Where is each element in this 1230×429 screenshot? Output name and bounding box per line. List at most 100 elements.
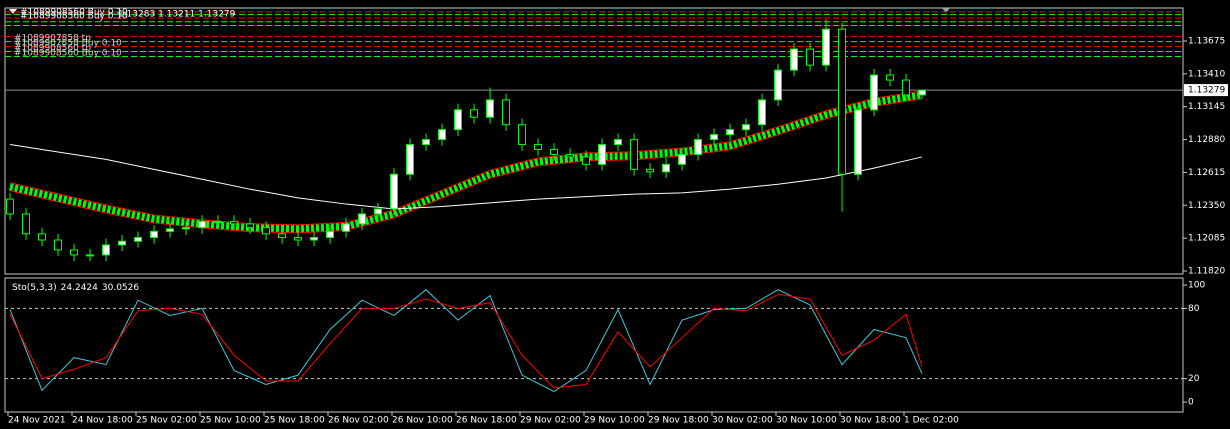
candle-body [614, 139, 622, 146]
candle-body [278, 233, 286, 239]
x-tick-label: 24 Nov 18:00 [72, 416, 133, 426]
x-tick-label: 25 Nov 10:00 [200, 416, 261, 426]
candle-body [6, 198, 14, 215]
header: #1089908560 Buy 0.10 [20, 8, 128, 18]
candle-body [886, 74, 894, 81]
candle-body [758, 99, 766, 126]
candle-body [38, 233, 46, 241]
candle-body [198, 220, 206, 229]
x-tick-label: 26 Nov 02:00 [328, 416, 389, 426]
price-tag-label: 1.13279 [1188, 86, 1225, 96]
candle-body [806, 48, 814, 66]
y-tick-label: 1.12880 [1188, 135, 1225, 145]
candle-body [774, 69, 782, 101]
quote: 1.13283 1.13211 1.13279 [118, 10, 236, 20]
stochastic-line [9, 293, 923, 389]
x-tick-label: 25 Nov 02:00 [136, 416, 197, 426]
x-tick-label: 25 Nov 18:00 [264, 416, 325, 426]
candle-body [534, 144, 542, 150]
candle-body [918, 89, 926, 96]
candle-body [550, 148, 558, 155]
candle-body [262, 227, 270, 235]
candle-body [342, 223, 350, 232]
indicator-value: 30.0526 [102, 283, 139, 293]
y-tick-label: 1.11820 [1188, 267, 1225, 277]
candle-body [166, 228, 174, 232]
x-tick-label: 26 Nov 18:00 [456, 416, 517, 426]
x-tick-label: 1 Dec 02:00 [904, 416, 959, 426]
header-overlap: #1089908560 Buy 0.10 [20, 12, 128, 22]
y-tick-label: 1.12085 [1188, 234, 1225, 244]
candle-body [646, 168, 654, 173]
candle-body [838, 28, 846, 175]
candle-body [582, 156, 590, 165]
candle-body [518, 124, 526, 146]
candle-body [486, 99, 494, 118]
order-label: #1089907858 Buy 0.10 [14, 39, 122, 49]
candle-body [822, 28, 830, 66]
candle-body [726, 129, 734, 136]
candle-body [422, 139, 430, 146]
candle-body [326, 230, 334, 239]
candle-body [902, 79, 910, 96]
x-tick-label: 24 Nov 2021 [8, 416, 66, 426]
order-label: #1089908560 tp [14, 44, 91, 54]
candle-body [70, 249, 78, 256]
candle-body [358, 213, 366, 225]
candle-body [374, 208, 382, 215]
candle-body [294, 237, 302, 241]
ribbon-fill [9, 90, 923, 233]
candle-body [662, 163, 670, 173]
candle-body [566, 153, 574, 158]
x-tick-label: 30 Nov 02:00 [712, 416, 773, 426]
y-tick-label: 1.13410 [1188, 69, 1225, 79]
y-tick-label: 1.13675 [1188, 36, 1225, 46]
shift-marker[interactable] [942, 8, 950, 13]
order-label: #1089908560 Buy 0.10 [14, 49, 122, 59]
y-tick-label: 20 [1188, 374, 1200, 384]
indicator-title: Sto(5,3,3) 24.2424 30.0526 [12, 283, 139, 293]
x-tick-label: 29 Nov 18:00 [648, 416, 709, 426]
candle-body [598, 144, 606, 165]
candle-body [790, 48, 798, 71]
x-tick-label: 29 Nov 10:00 [584, 416, 645, 426]
candle-body [54, 239, 62, 251]
candle-body [742, 124, 750, 131]
y-tick-label: 1.13145 [1188, 102, 1225, 112]
candle-body [182, 227, 190, 230]
candle-body [710, 134, 718, 141]
candle-body [246, 223, 254, 229]
candle-body [22, 213, 30, 235]
candle-body [134, 237, 142, 242]
order-label: #1089907858 tp [14, 34, 91, 44]
collapse-arrow[interactable] [9, 9, 17, 14]
candle-body [150, 230, 158, 239]
y-tick-label: 80 [1188, 304, 1200, 314]
y-tick-label: 100 [1188, 281, 1205, 291]
candle-body [118, 240, 126, 246]
y-tick-label: 0 [1188, 398, 1194, 408]
candle-body [502, 99, 510, 126]
x-tick-label: 26 Nov 10:00 [392, 416, 453, 426]
y-tick-label: 1.12350 [1188, 201, 1225, 211]
candle-body [390, 173, 398, 210]
x-tick-label: 30 Nov 18:00 [840, 416, 901, 426]
candle-body [230, 220, 238, 225]
candle-body [214, 220, 222, 223]
main-panel [4, 7, 1184, 275]
candle-body [470, 109, 478, 118]
x-tick-label: 30 Nov 10:00 [776, 416, 837, 426]
indicator-panel [4, 277, 1184, 413]
moving-average [9, 144, 923, 210]
candle-body [406, 144, 414, 175]
x-tick-label: 29 Nov 02:00 [520, 416, 581, 426]
plot-area [5, 289, 1183, 393]
indicator-value: 24.2424 [61, 283, 98, 293]
candle-body [454, 109, 462, 131]
ribbon-edge [9, 98, 923, 234]
y-tick-label: 1.12615 [1188, 168, 1225, 178]
candle-body [102, 244, 110, 256]
candle-body [854, 109, 862, 175]
